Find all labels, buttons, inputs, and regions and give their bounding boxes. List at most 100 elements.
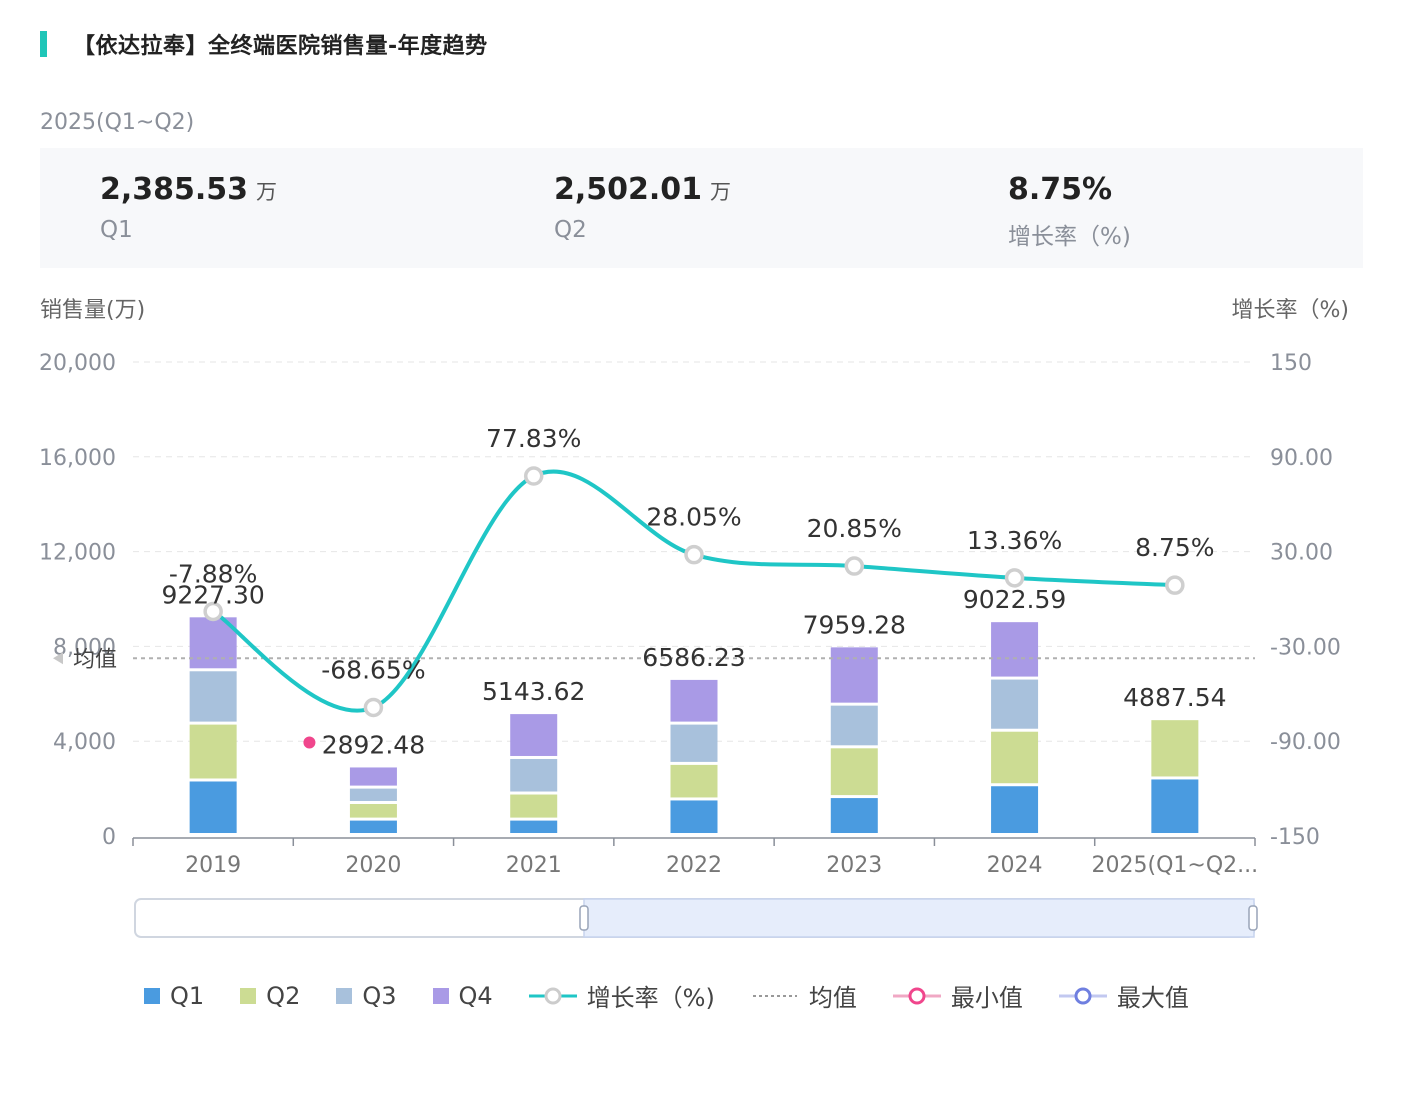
total-label: 5143.62 — [482, 677, 585, 706]
y-tick-label: 0 — [102, 825, 116, 850]
legend-min[interactable]: 最小值 — [892, 978, 1023, 1013]
bar-q2 — [830, 748, 878, 796]
x-tick-label: 2020 — [345, 853, 401, 878]
zoom-handle[interactable] — [579, 905, 589, 931]
bar-q2 — [189, 724, 237, 779]
legend-q3-swatch — [336, 987, 353, 1004]
bar-q3 — [830, 705, 878, 746]
bar-q3 — [670, 724, 718, 762]
growth-label: 77.83% — [486, 424, 581, 453]
legend-q4[interactable]: Q4 — [432, 981, 493, 1010]
growth-label: 20.85% — [807, 514, 902, 543]
growth-label: -7.88% — [169, 559, 257, 588]
x-tick-label: 2023 — [826, 853, 882, 878]
x-tick-label: 2025(Q1~Q2... — [1092, 853, 1259, 878]
legend-q4-swatch — [432, 987, 449, 1004]
stat-q2-label: Q2 — [554, 217, 587, 243]
y2-tick-label: -90.00 — [1270, 730, 1341, 755]
min-marker — [303, 736, 316, 749]
summary-panel: 2,385.53 万 Q1 2,502.01 万 Q2 8.75% 增长率（%) — [40, 148, 1363, 268]
total-label: 9227.30 — [161, 580, 264, 609]
legend-q1-label: Q1 — [170, 981, 205, 1010]
bar-q4 — [510, 714, 558, 756]
legend-max-label: 最大值 — [1116, 984, 1189, 1012]
legend-q3[interactable]: Q3 — [336, 981, 397, 1010]
bar-q1 — [510, 820, 558, 833]
y2-tick-label: 30.00 — [1270, 541, 1333, 566]
legend-q1[interactable]: Q1 — [144, 982, 204, 1010]
total-label: 2892.48 — [322, 730, 425, 759]
growth-label: 13.36% — [967, 526, 1062, 555]
legend-max[interactable]: 最大值 — [1058, 978, 1189, 1013]
legend-q2-swatch — [240, 987, 257, 1004]
y-tick-label: 8,000 — [53, 635, 116, 660]
stat-growth: 8.75% 增长率（%) — [1008, 172, 1131, 251]
legend-mean[interactable]: 均值 — [751, 978, 857, 1013]
bar-q1 — [1151, 779, 1199, 833]
growth-point — [844, 556, 865, 576]
legend-q3-label: Q3 — [362, 981, 397, 1010]
bar-q4 — [830, 647, 878, 703]
y2-tick-label: 150 — [1270, 351, 1312, 376]
y2-tick-label: -30.00 — [1270, 635, 1341, 660]
bar-q4 — [349, 767, 397, 786]
growth-point — [1004, 568, 1025, 588]
stat-q2-unit: 万 — [710, 180, 732, 204]
mean-label: 均值 — [73, 647, 117, 672]
y-tick-label: 20,000 — [39, 351, 116, 376]
stat-q1: 2,385.53 万 Q1 — [100, 172, 277, 243]
y-tick-label: 4,000 — [53, 730, 116, 755]
stat-q1-label: Q1 — [100, 217, 133, 243]
legend-q1-swatch — [144, 987, 160, 1004]
y-tick-label: 16,000 — [39, 446, 116, 471]
stat-growth-label: 增长率（%) — [1008, 224, 1131, 250]
left-axis-title: 销售量(万) — [40, 298, 146, 323]
growth-point — [684, 544, 704, 565]
legend-max-swatch — [1058, 987, 1107, 1004]
growth-point — [523, 466, 544, 486]
growth-label: 28.05% — [646, 503, 741, 532]
total-label: 7959.28 — [803, 610, 906, 639]
total-label: 9022.59 — [963, 585, 1066, 614]
legend-growth[interactable]: 增长率（%) — [528, 978, 715, 1013]
stat-q2-value: 2,502.01 — [554, 172, 703, 207]
legend-growth-swatch — [528, 987, 577, 1004]
bar-q1 — [189, 781, 237, 833]
stat-q1-value: 2,385.53 — [100, 172, 249, 207]
x-tick-label: 2019 — [185, 853, 241, 878]
zoom-selection[interactable] — [583, 898, 1255, 938]
y-tick-label: 12,000 — [39, 541, 116, 566]
title-bar: 【依达拉奉】全终端医院销售量-年度趋势 — [40, 30, 488, 59]
bar-q3 — [349, 788, 397, 802]
bar-q1 — [991, 786, 1039, 833]
legend-mean-swatch — [752, 994, 797, 997]
stat-q1-unit: 万 — [256, 180, 278, 204]
y2-tick-label: 90.00 — [1270, 446, 1333, 471]
stat-growth-value: 8.75% — [1008, 172, 1113, 207]
legend-q4-label: Q4 — [458, 981, 493, 1010]
legend-q2[interactable]: Q2 — [240, 982, 300, 1010]
x-tick-label: 2024 — [987, 853, 1043, 878]
growth-point — [363, 697, 384, 718]
bar-q1 — [670, 800, 718, 833]
legend-min-label: 最小值 — [950, 984, 1023, 1012]
bar-q4 — [670, 679, 718, 722]
growth-label: 8.75% — [1135, 533, 1214, 562]
legend: Q1 Q2 Q3 Q4 增长率（%) 均值 最小值 最大值 — [144, 978, 1225, 1013]
title-accent-bar — [40, 31, 47, 57]
total-label: 4887.54 — [1123, 683, 1226, 712]
mean-marker — [53, 652, 63, 665]
bar-q3 — [991, 679, 1039, 729]
chart-area: 0 -150 4,000 -90.00 8,000 -30.00 12,000 30.00 16… — [39, 351, 1341, 938]
x-tick-label: 2022 — [666, 853, 722, 878]
legend-mean-label: 均值 — [808, 984, 857, 1012]
zoom-handle[interactable] — [1248, 905, 1258, 931]
x-tick-label: 2021 — [506, 853, 562, 878]
stat-q2: 2,502.01 万 Q2 — [554, 172, 731, 243]
chart-title: 【依达拉奉】全终端医院销售量-年度趋势 — [73, 34, 488, 59]
bar-q2 — [1151, 720, 1199, 777]
y2-tick-label: -150 — [1270, 825, 1320, 850]
bar-q2 — [349, 804, 397, 818]
growth-point — [1165, 575, 1185, 595]
bar-q3 — [189, 671, 237, 722]
